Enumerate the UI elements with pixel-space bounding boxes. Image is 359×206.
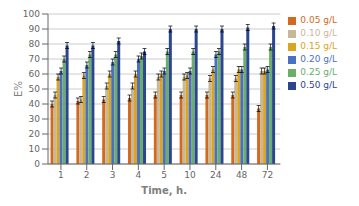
svg-text:E%: E% (13, 81, 24, 97)
html-text:0.10 g/L: 0.10 g/L (300, 28, 337, 38)
svg-text:50: 50 (29, 84, 41, 94)
svg-text:Time, h.: Time, h. (141, 185, 187, 196)
svg-text:60: 60 (29, 69, 41, 79)
svg-text:40: 40 (29, 99, 41, 109)
svg-text:72: 72 (262, 170, 273, 180)
svg-text:48: 48 (236, 170, 248, 180)
svg-text:2: 2 (84, 170, 90, 180)
svg-text:20: 20 (29, 129, 41, 139)
html-text:0.15 g/L: 0.15 g/L (300, 41, 337, 51)
html-text:0.25 g/L: 0.25 g/L (300, 67, 337, 77)
svg-text:4: 4 (135, 170, 141, 180)
svg-text:70: 70 (29, 54, 41, 64)
svg-text:24: 24 (210, 170, 222, 180)
svg-text:3: 3 (110, 170, 116, 180)
svg-text:1: 1 (58, 170, 64, 180)
html-text:0.50 g/L: 0.50 g/L (300, 80, 337, 90)
svg-text:30: 30 (29, 114, 41, 124)
svg-text:90: 90 (29, 24, 41, 34)
svg-text:5: 5 (161, 170, 167, 180)
svg-text:100: 100 (23, 9, 40, 19)
svg-text:10: 10 (184, 170, 196, 180)
html-text:0.20 g/L: 0.20 g/L (300, 54, 337, 64)
html-text:0.05 g/L: 0.05 g/L (300, 15, 337, 25)
svg-text:10: 10 (29, 144, 41, 154)
svg-text:0: 0 (34, 159, 40, 169)
svg-text:80: 80 (29, 39, 41, 49)
